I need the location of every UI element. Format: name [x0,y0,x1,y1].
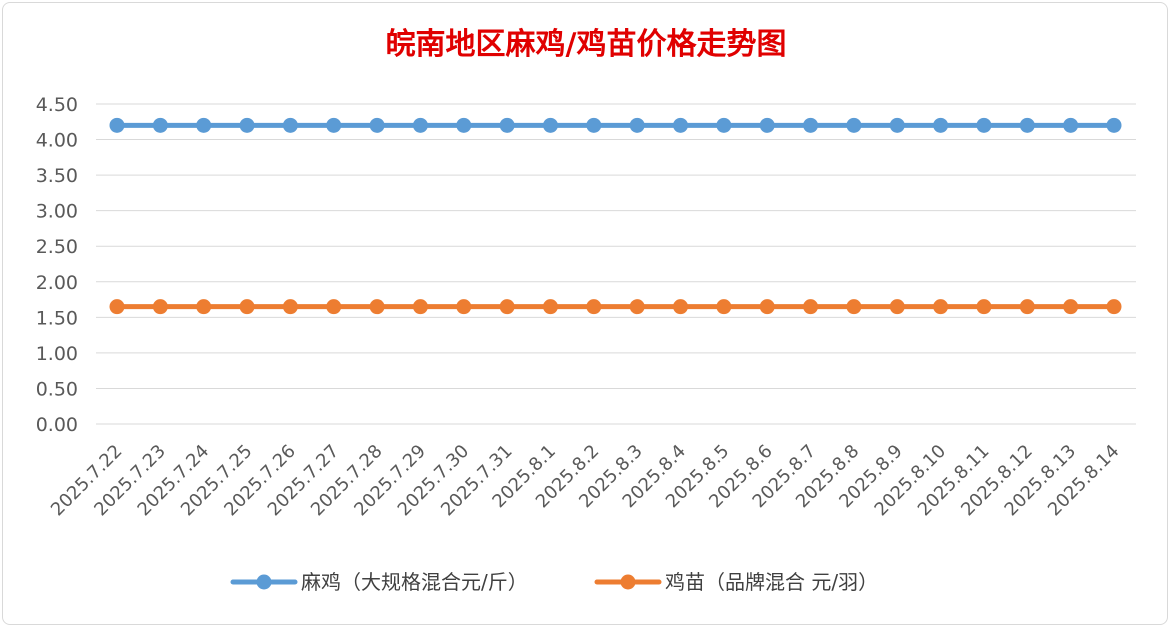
data-point[interactable] [629,299,645,315]
data-point[interactable] [1106,299,1122,315]
data-point[interactable] [673,299,689,315]
data-point[interactable] [1019,117,1035,133]
y-tick-label: 2.50 [36,236,78,258]
data-point[interactable] [196,117,212,133]
series-1 [109,117,1122,133]
legend-marker [256,574,272,590]
legend-item-1[interactable]: 麻鸡（大规格混合元/斤） [230,570,528,594]
data-point[interactable] [1063,117,1079,133]
data-point[interactable] [673,117,689,133]
data-point[interactable] [326,299,342,315]
data-point[interactable] [282,299,298,315]
data-point[interactable] [803,117,819,133]
data-point[interactable] [759,299,775,315]
data-point[interactable] [456,299,472,315]
y-tick-label: 0.50 [36,378,78,400]
data-point[interactable] [759,117,775,133]
data-point[interactable] [326,117,342,133]
data-point[interactable] [369,117,385,133]
series-group [109,117,1122,315]
data-point[interactable] [976,117,992,133]
legend-label: 麻鸡（大规格混合元/斤） [301,570,528,594]
data-point[interactable] [499,299,515,315]
legend[interactable]: 麻鸡（大规格混合元/斤） 鸡苗（品牌混合 元/羽） [230,570,878,594]
data-point[interactable] [239,299,255,315]
y-axis-ticks: 0.00 0.50 1.00 1.50 2.00 2.50 3.00 3.50 4.00 4.50 [36,94,78,436]
data-point[interactable] [282,117,298,133]
x-axis-ticks: 2025.7.222025.7.232025.7.242025.7.252025… [47,441,1124,521]
data-point[interactable] [152,117,168,133]
data-point[interactable] [933,299,949,315]
legend-marker [620,574,636,590]
data-point[interactable] [586,117,602,133]
data-point[interactable] [1019,299,1035,315]
data-point[interactable] [412,299,428,315]
data-point[interactable] [499,117,515,133]
data-point[interactable] [152,299,168,315]
data-point[interactable] [803,299,819,315]
legend-item-2[interactable]: 鸡苗（品牌混合 元/羽） [594,570,878,594]
data-point[interactable] [629,117,645,133]
data-point[interactable] [109,117,125,133]
data-point[interactable] [412,117,428,133]
data-point[interactable] [976,299,992,315]
data-point[interactable] [196,299,212,315]
y-tick-label: 3.00 [36,201,78,223]
data-point[interactable] [239,117,255,133]
data-point[interactable] [456,117,472,133]
data-point[interactable] [586,299,602,315]
data-point[interactable] [1063,299,1079,315]
data-point[interactable] [542,299,558,315]
series-2 [109,299,1122,315]
data-point[interactable] [889,117,905,133]
y-tick-label: 1.00 [36,343,78,365]
data-point[interactable] [542,117,558,133]
y-tick-label: 4.50 [36,94,78,116]
data-point[interactable] [1106,117,1122,133]
data-point[interactable] [933,117,949,133]
data-point[interactable] [716,117,732,133]
data-point[interactable] [846,117,862,133]
data-point[interactable] [846,299,862,315]
y-tick-label: 1.50 [36,307,78,329]
data-point[interactable] [889,299,905,315]
grid-lines [96,103,1136,425]
y-tick-label: 3.50 [36,165,78,187]
data-point[interactable] [716,299,732,315]
y-tick-label: 0.00 [36,414,78,436]
data-point[interactable] [109,299,125,315]
data-point[interactable] [369,299,385,315]
y-tick-label: 4.00 [36,130,78,152]
chart-title: 皖南地区麻鸡/鸡苗价格走势图 [386,27,787,62]
y-tick-label: 2.00 [36,272,78,294]
legend-label: 鸡苗（品牌混合 元/羽） [665,570,878,594]
